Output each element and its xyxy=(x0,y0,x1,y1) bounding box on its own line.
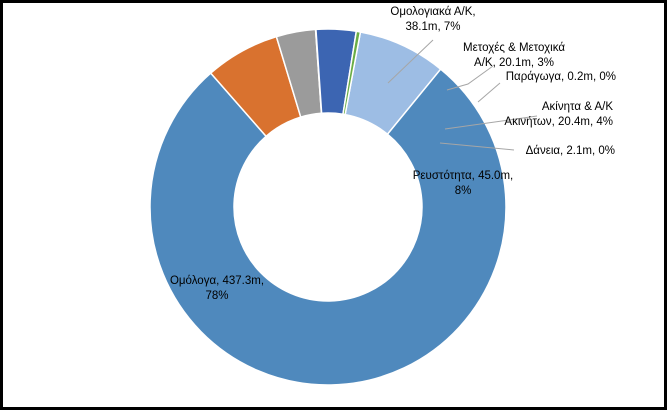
leader-line-παράγωγα xyxy=(477,82,501,103)
data-label-ακίνητα-α-κ-ακινήτων: Ακίνητα & Α/Κ Ακινήτων, 20.4m, 4% xyxy=(504,101,613,128)
slice-δάνεια xyxy=(342,30,362,116)
slice-ομόλογα xyxy=(149,68,507,386)
data-label-line: Μετοχές & Μετοχικά xyxy=(463,42,565,54)
leader-line-δάνεια xyxy=(439,142,515,151)
data-label-line: Ακινήτων, 20.4m, 4% xyxy=(504,116,613,128)
leader-line-ακίνητα-α-κ-ακινήτων xyxy=(444,115,538,130)
data-label-line: 78% xyxy=(205,290,228,302)
data-label-line: Ακίνητα & Α/Κ xyxy=(542,101,613,113)
data-label-line: Παράγωγα, 0.2m, 0% xyxy=(506,71,616,83)
data-label-μετοχές-μετοχικά-α-κ: Μετοχές & Μετοχικά Α/Κ, 20.1m, 3% xyxy=(463,42,565,69)
data-label-ομολογιακά-α-κ: Ομολογιακά Α/Κ, 38.1m, 7% xyxy=(390,6,475,33)
doughnut-chart: Ρευστότητα, 45.0m, 8%Ομόλογα, 437.3m, 78%Ο… xyxy=(149,6,616,386)
data-label-line: Δάνεια, 2.1m, 0% xyxy=(526,145,615,157)
data-label-line: Α/Κ, 20.1m, 3% xyxy=(474,57,554,69)
chart-frame: Ρευστότητα, 45.0m, 8% Ομόλογα, 437.3m, 78% Ο… xyxy=(3,3,664,407)
data-label-line: 8% xyxy=(455,185,472,197)
data-label-line: 38.1m, 7% xyxy=(406,21,461,33)
leader-line-ομολογιακά-α-κ xyxy=(387,39,434,84)
data-label-line: Ομολογιακά Α/Κ, xyxy=(390,6,475,18)
data-label-ρευστότητα: Ρευστότητα, 45.0m, 8% xyxy=(413,170,513,197)
data-label-δάνεια: Δάνεια, 2.1m, 0% xyxy=(526,145,615,157)
data-label-ομόλογα: Ομόλογα, 437.3m, 78% xyxy=(170,275,264,302)
data-label-line: Ρευστότητα, 45.0m, xyxy=(413,170,513,182)
data-label-παράγωγα: Παράγωγα, 0.2m, 0% xyxy=(506,71,616,83)
leader-line-μετοχές-μετοχικά-α-κ xyxy=(446,65,494,91)
data-label-line: Ομόλογα, 437.3m, xyxy=(170,275,264,287)
